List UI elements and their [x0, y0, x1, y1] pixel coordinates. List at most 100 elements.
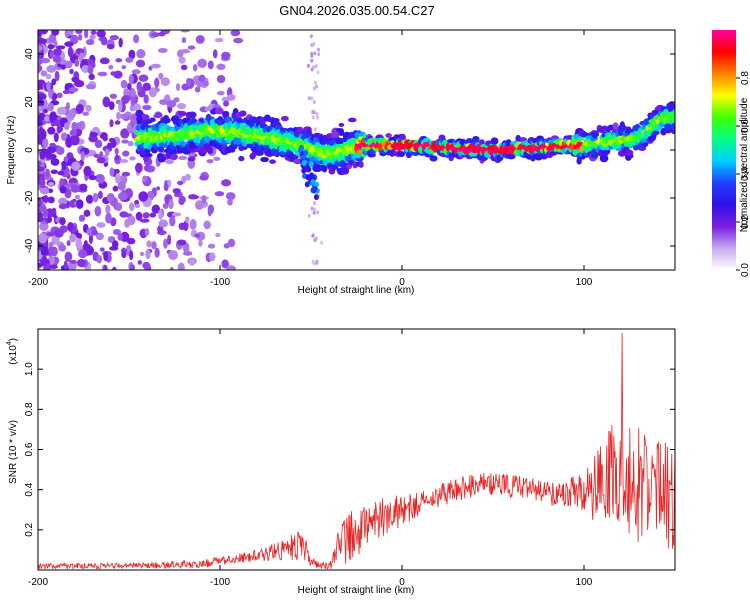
spectrogram-cell	[117, 192, 128, 201]
spectrogram-cell	[135, 109, 144, 118]
spectrogram-cell	[71, 121, 78, 132]
spectrogram-cell	[307, 213, 311, 218]
spectrogram-cell	[235, 138, 243, 146]
spectrogram-cell	[168, 250, 178, 260]
spectrogram-cell	[159, 99, 168, 105]
spectrogram-cell	[214, 107, 224, 115]
spectrogram-cell	[51, 78, 57, 86]
spectrogram-cell	[89, 132, 98, 138]
spectrogram-cell	[78, 249, 88, 259]
spectrogram-cell	[313, 194, 319, 201]
spectrogram-cell	[312, 41, 316, 46]
spectrogram-cell	[143, 94, 149, 104]
x-tick-label: -100	[210, 577, 230, 588]
spectrogram-cell	[38, 45, 43, 52]
spectrogram-cell	[41, 195, 50, 203]
spectrogram-cell	[313, 127, 317, 132]
spectrogram-cell	[64, 251, 73, 262]
spectrogram-cell	[108, 137, 116, 143]
spectrogram-cell	[121, 139, 129, 144]
spectrogram-cell	[82, 46, 87, 58]
spectrogram-cell	[117, 180, 126, 191]
spectrogram-cell	[322, 136, 328, 145]
spectrogram-cell	[39, 187, 50, 195]
spectrogram-cell	[38, 205, 47, 211]
spectrogram-cell	[39, 129, 47, 140]
spectrogram-cell	[227, 238, 236, 248]
spectrogram-cell	[182, 242, 190, 254]
spectrogram-cell	[121, 95, 130, 104]
spectrogram-cell	[189, 218, 197, 230]
snr-panel: -200 -100 0 100 0.2 0.4 0.6 0.8 1.0 Height of s…	[6, 328, 676, 596]
spectrogram-cell	[114, 173, 121, 184]
spectrogram-cell	[306, 63, 310, 68]
x-tick-label: 100	[576, 277, 593, 288]
spectrogram-cell	[52, 48, 63, 57]
spectrogram-cell	[188, 194, 198, 200]
spectrogram-cell	[233, 37, 244, 44]
spectrogram-cell	[153, 114, 162, 119]
spectrogram-cell	[157, 155, 166, 163]
spectrogram-cell	[170, 153, 178, 161]
spectrogram-cell	[245, 128, 252, 136]
spectrogram-cell	[229, 147, 236, 153]
spectrogram-cell	[105, 204, 111, 214]
spectrogram-cell	[109, 119, 114, 128]
spectrogram-cell	[270, 148, 280, 157]
spectrogram-cell	[313, 80, 317, 85]
spectrogram-cell	[184, 173, 191, 181]
spectrogram-cell	[135, 211, 143, 221]
colorbar-tick-label: 0.0	[740, 263, 750, 277]
spectrogram-cell	[56, 124, 62, 134]
spectrogram-cell	[160, 77, 171, 87]
spectrogram-cell	[214, 38, 224, 43]
spectrogram-cell	[38, 38, 47, 44]
spectrogram-cell	[38, 200, 43, 205]
spectrogram-cell	[225, 192, 236, 201]
spectrogram-cell	[128, 74, 134, 85]
spectrogram-cell	[108, 64, 114, 70]
spectrogram-cell	[314, 236, 318, 241]
spectrogram-cell	[83, 165, 92, 177]
spectrogram-cell	[316, 115, 320, 120]
spectrogram-cell	[83, 240, 88, 249]
spectrogram-cell	[312, 210, 316, 215]
spectrogram-cell	[109, 93, 118, 99]
spectrogram-cell	[180, 64, 188, 71]
spectrogram-cell	[58, 197, 68, 206]
spectrogram-cell	[301, 167, 307, 174]
spectrogram-cell	[128, 49, 136, 60]
spectrogram-cell	[137, 260, 143, 265]
spectrogram-cell	[94, 139, 103, 149]
snr-x-axis: -200 -100 0 100	[28, 329, 593, 588]
spectrogram-cell	[66, 240, 71, 247]
spectrogram-cell	[96, 254, 102, 264]
spectrogram-cell	[69, 68, 74, 75]
spectrogram-cell	[67, 222, 74, 231]
spectrogram-cell	[151, 241, 157, 250]
spectrogram-cell	[167, 234, 172, 246]
spectrogram-cell	[106, 193, 115, 203]
spectrogram-cell	[227, 198, 233, 206]
spectrogram-cell	[64, 41, 74, 47]
spectrogram-cell	[69, 129, 78, 137]
spectrogram-cell	[354, 132, 360, 139]
spectrogram-cell	[163, 183, 169, 192]
spectrogram-cell	[312, 185, 318, 192]
y-tick-label: 0.8	[24, 402, 35, 416]
spectrogram-cell	[154, 77, 160, 88]
spectrogram-cell	[664, 123, 673, 130]
spectrogram-cell	[158, 72, 164, 80]
spectrogram-cell	[38, 244, 44, 250]
spectrogram-cell	[134, 203, 141, 209]
spectrogram-cell	[118, 37, 123, 48]
spectrogram-cell	[65, 82, 73, 88]
spectrogram-cell	[107, 43, 115, 50]
spectrogram-cell	[69, 233, 77, 243]
spectrogram-cell	[490, 137, 499, 145]
spectrogram-cell	[100, 36, 108, 46]
spectrogram-cell	[227, 94, 236, 101]
spectrogram-cell	[226, 265, 236, 270]
spectrogram-cell	[162, 202, 169, 210]
x-tick-label: -200	[28, 277, 48, 288]
